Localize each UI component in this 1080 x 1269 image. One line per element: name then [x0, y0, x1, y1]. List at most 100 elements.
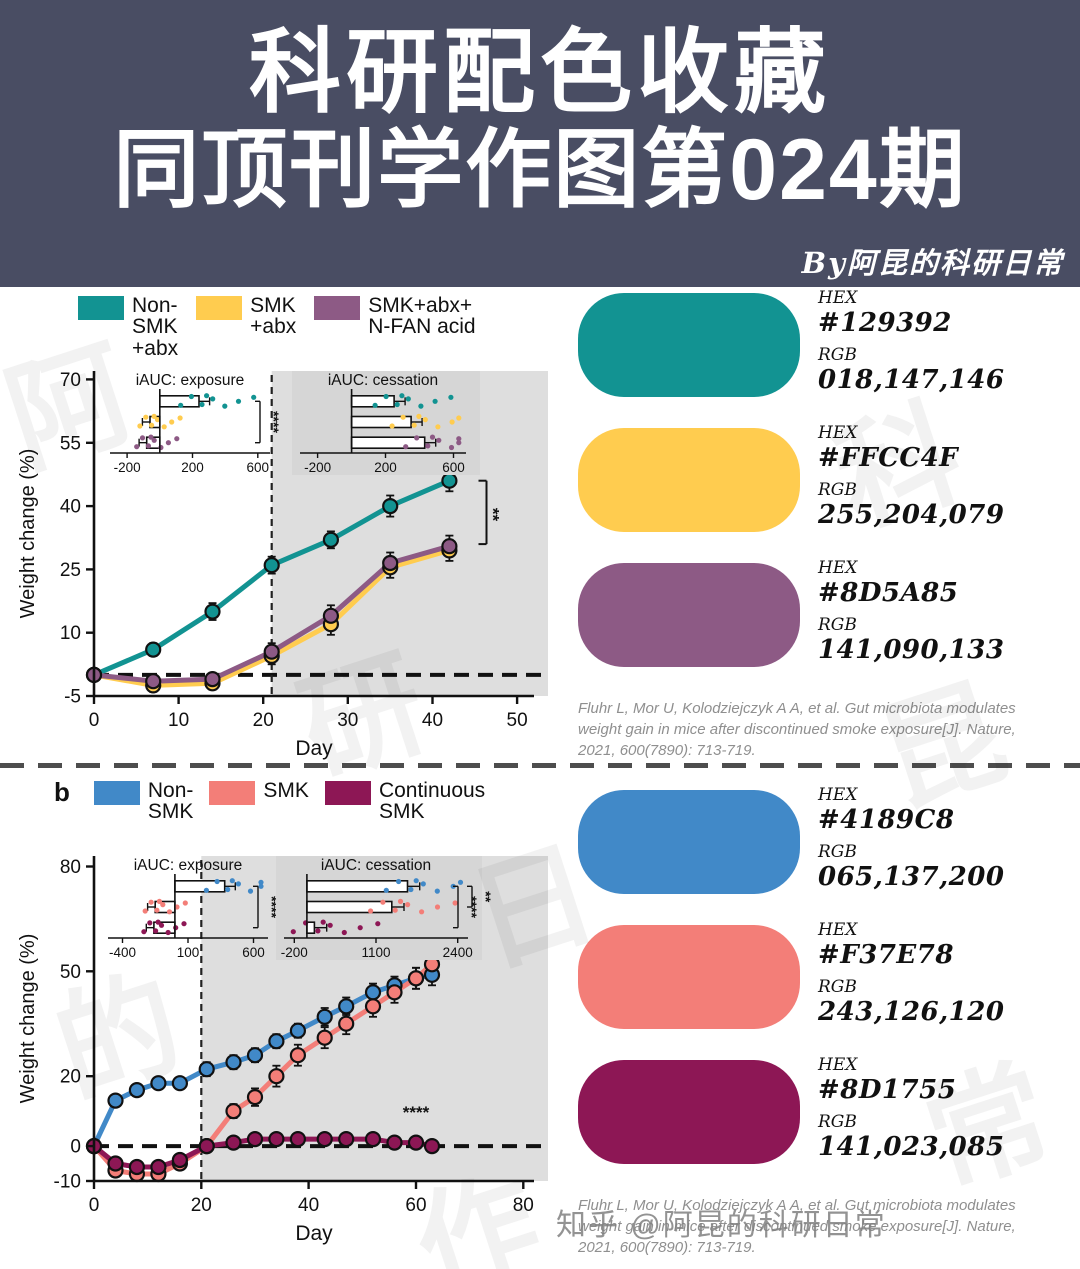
svg-text:70: 70	[60, 370, 81, 391]
chart-panel-top: Non- SMK +abx SMK +abx SMK+abx+ N-FAN acid…	[14, 295, 562, 766]
page-title-line1: 科研配色收藏	[248, 22, 831, 124]
data-point	[441, 472, 458, 489]
zhihu-watermark: 知乎 @阿昆的科研日常	[556, 1209, 887, 1242]
svg-text:-200: -200	[304, 460, 331, 475]
data-point	[246, 1047, 264, 1064]
svg-text:25: 25	[60, 560, 81, 581]
legend-label: SMK +abx	[250, 294, 297, 339]
y-axis-label: Weight change (%)	[17, 934, 39, 1104]
inset-bar	[306, 879, 409, 893]
svg-text:30: 30	[337, 710, 358, 731]
legend-label: Non- SMK	[147, 779, 194, 824]
data-point	[338, 998, 355, 1015]
data-point	[316, 1008, 333, 1025]
data-point	[386, 1134, 403, 1151]
rgb-value: 018,147,146	[818, 365, 1005, 395]
data-point	[322, 607, 339, 624]
data-point	[225, 1054, 242, 1071]
hex-label: HEX	[818, 1055, 858, 1075]
data-point	[150, 1075, 167, 1092]
legend-item: Continuous SMK	[324, 779, 486, 824]
data-point	[145, 673, 162, 690]
svg-text:20: 20	[191, 1195, 212, 1216]
data-point	[128, 1082, 146, 1099]
data-point	[171, 1075, 188, 1092]
x-axis-label: Day	[295, 737, 333, 760]
data-point	[407, 1134, 425, 1151]
significance-label: **	[484, 508, 503, 522]
header-banner: 科研配色收藏 同顶刊学作图第024期 By阿昆的科研日常	[0, 0, 1080, 287]
svg-text:-400: -400	[109, 945, 136, 960]
inset-title: iAUC: exposure	[134, 857, 243, 874]
legend-item: SMK +abx	[196, 295, 296, 338]
inset-significance: ****	[266, 411, 282, 433]
svg-text:55: 55	[60, 433, 81, 454]
svg-text:20: 20	[60, 1067, 81, 1088]
inset-bar	[350, 436, 426, 449]
data-point	[316, 1029, 333, 1046]
svg-text:200: 200	[181, 460, 204, 475]
data-point	[382, 554, 399, 572]
svg-text:20: 20	[253, 710, 274, 731]
svg-text:0: 0	[70, 1137, 81, 1158]
legend-swatch	[196, 296, 243, 320]
swatch-info: HEX #8D1755 RGB 141,023,085	[818, 1055, 1004, 1169]
page-title-line2: 同顶刊学作图第024期	[113, 122, 967, 219]
hex-label: HEX	[818, 288, 858, 308]
legend-item: Non- SMK +abx	[78, 295, 178, 359]
hex-value: #8D5A85	[818, 578, 959, 608]
hex-label: HEX	[818, 785, 858, 805]
swatch-info: HEX #F37E78 RGB 243,126,120	[818, 920, 1004, 1034]
svg-text:0: 0	[89, 1195, 100, 1216]
hex-label: HEX	[818, 423, 858, 443]
data-point	[145, 641, 162, 658]
svg-text:-10: -10	[54, 1172, 81, 1193]
legend-item: SMK	[209, 780, 309, 805]
rgb-value: 255,204,079	[818, 500, 1005, 530]
data-point	[128, 1158, 146, 1176]
data-point	[338, 1131, 355, 1148]
rgb-value: 065,137,200	[818, 862, 1005, 892]
svg-text:40: 40	[298, 1195, 319, 1216]
legend-swatch	[78, 296, 124, 320]
svg-text:40: 40	[60, 497, 81, 518]
legend-swatch	[324, 781, 371, 805]
series-line	[91, 961, 435, 1177]
chart-panel-bottom: b Non- SMK SMK Continuous SMK 0 20 40 60 80 -10 0…	[14, 777, 562, 1251]
rgb-value: 141,023,085	[818, 1132, 1005, 1162]
data-point	[386, 984, 403, 1001]
data-point	[289, 1022, 306, 1039]
rgb-value: 141,090,133	[818, 635, 1005, 665]
hex-label: HEX	[818, 558, 858, 578]
hex-value: #8D1755	[818, 1075, 957, 1105]
data-point	[364, 998, 382, 1015]
color-swatch-yellow	[578, 428, 800, 532]
rgb-label: RGB	[818, 842, 857, 862]
author-byline: By阿昆的科研日常	[801, 246, 1064, 280]
legend-label: Non- SMK +abx	[132, 294, 179, 360]
data-point	[268, 1068, 285, 1085]
legend-label: Continuous SMK	[378, 779, 486, 824]
panel-label: b	[54, 777, 70, 807]
data-point	[204, 603, 221, 620]
data-point	[364, 1131, 382, 1148]
data-point	[268, 1131, 285, 1148]
legend-label: SMK+abx+ N-FAN acid	[368, 294, 476, 339]
svg-text:600: 600	[247, 460, 270, 475]
rgb-value: 243,126,120	[818, 997, 1005, 1027]
data-point	[364, 984, 382, 1001]
data-point	[441, 538, 458, 555]
data-point	[107, 1155, 124, 1172]
inset-bar	[306, 900, 393, 914]
legend-item: SMK+abx+ N-FAN acid	[314, 294, 476, 339]
section-divider	[0, 763, 1080, 768]
data-point	[407, 970, 425, 987]
inset-title: iAUC: exposure	[136, 372, 245, 389]
legend-swatch	[93, 781, 140, 805]
inset-bar	[306, 921, 316, 934]
svg-text:80: 80	[60, 857, 81, 878]
data-point	[423, 1138, 441, 1155]
data-point	[204, 671, 221, 688]
series-line	[91, 972, 435, 1149]
